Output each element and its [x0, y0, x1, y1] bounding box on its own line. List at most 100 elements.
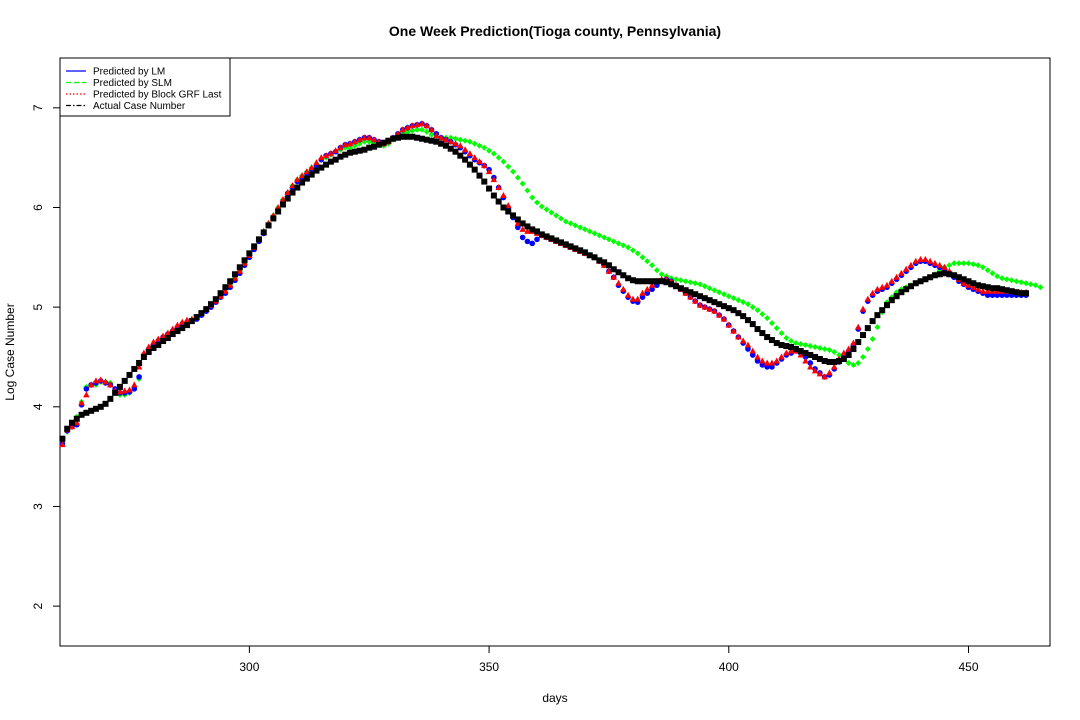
grf-point [298, 172, 306, 179]
grf-point [466, 150, 474, 157]
actual-point [457, 152, 464, 159]
grf-point [912, 257, 919, 264]
actual-point [994, 285, 1001, 292]
actual-point [716, 301, 723, 308]
actual-point [975, 282, 982, 289]
actual-point [188, 318, 195, 325]
grf-point [519, 225, 526, 232]
series-predicted-by-block-grf-last [59, 120, 1030, 448]
slm-point [720, 291, 727, 298]
actual-point [428, 137, 435, 144]
grf-point [696, 301, 704, 308]
grf-point [303, 168, 311, 175]
lm-point [764, 364, 770, 370]
actual-point [409, 133, 416, 140]
actual-point [596, 257, 603, 264]
grf-point [620, 285, 627, 292]
actual-point [759, 330, 766, 337]
actual-point [140, 353, 147, 360]
grf-point [941, 263, 948, 270]
slm-point [783, 335, 790, 342]
slm-point [615, 240, 622, 247]
actual-point [534, 228, 541, 235]
slm-point [989, 270, 996, 277]
grf-point [879, 283, 886, 290]
lm-point [136, 374, 142, 380]
grf-point [418, 120, 426, 127]
actual-point [212, 296, 219, 303]
actual-point [836, 357, 843, 364]
grf-point [735, 333, 742, 340]
actual-point [241, 257, 248, 264]
grf-point [610, 273, 617, 280]
slm-point [414, 126, 421, 133]
slm-point [826, 347, 833, 354]
slm-point [500, 158, 507, 165]
grf-point [126, 386, 133, 393]
grf-point [437, 134, 445, 141]
grf-point [102, 378, 109, 385]
actual-point [303, 175, 310, 182]
slm-point [572, 222, 579, 229]
actual-point [970, 280, 977, 287]
grf-point [514, 219, 522, 226]
slm-point [831, 349, 838, 355]
slm-point [706, 285, 713, 292]
grf-point [322, 152, 330, 159]
grf-point [634, 295, 641, 302]
grf-point [874, 285, 881, 292]
slm-point [759, 311, 766, 318]
slm-point [658, 271, 665, 278]
actual-point [107, 395, 114, 402]
grf-point [155, 335, 162, 342]
actual-point [236, 264, 243, 271]
slm-point [855, 359, 862, 366]
slm-point [562, 218, 569, 225]
actual-point [999, 286, 1006, 293]
x-tick-label: 350 [479, 660, 499, 674]
grf-point [898, 269, 905, 276]
actual-point [653, 278, 660, 285]
actual-point [270, 215, 277, 222]
slm-point [778, 330, 785, 337]
actual-point [510, 212, 517, 219]
grf-point [73, 419, 80, 426]
actual-point [586, 252, 593, 259]
grf-point [169, 325, 176, 332]
slm-point [649, 262, 656, 269]
grf-point [706, 305, 713, 312]
actual-point [1003, 287, 1010, 294]
actual-point [649, 278, 656, 285]
slm-point [1027, 281, 1034, 288]
legend-label: Actual Case Number [93, 101, 186, 112]
grf-point [869, 289, 876, 296]
y-tick-label: 4 [31, 403, 45, 410]
actual-point [941, 270, 948, 277]
actual-point [342, 151, 349, 158]
slm-point [524, 187, 531, 194]
grf-point [461, 146, 469, 153]
actual-point [807, 351, 814, 358]
grf-point [476, 158, 483, 165]
grf-point [236, 267, 243, 274]
lm-point [83, 386, 90, 392]
grf-point [121, 387, 128, 394]
slm-point [409, 127, 416, 134]
lm-point [994, 292, 1001, 298]
actual-point [255, 236, 262, 243]
slm-point [514, 174, 521, 181]
actual-point [198, 310, 205, 317]
actual-point [102, 400, 109, 407]
lm-point [807, 360, 814, 366]
grf-point [855, 323, 862, 330]
slm-point [577, 224, 584, 231]
actual-point [735, 310, 742, 317]
actual-point [447, 145, 454, 152]
actual-point [452, 148, 459, 155]
actual-point [869, 318, 876, 325]
lm-point [749, 352, 756, 358]
actual-point [907, 283, 914, 290]
grf-point [87, 381, 95, 388]
